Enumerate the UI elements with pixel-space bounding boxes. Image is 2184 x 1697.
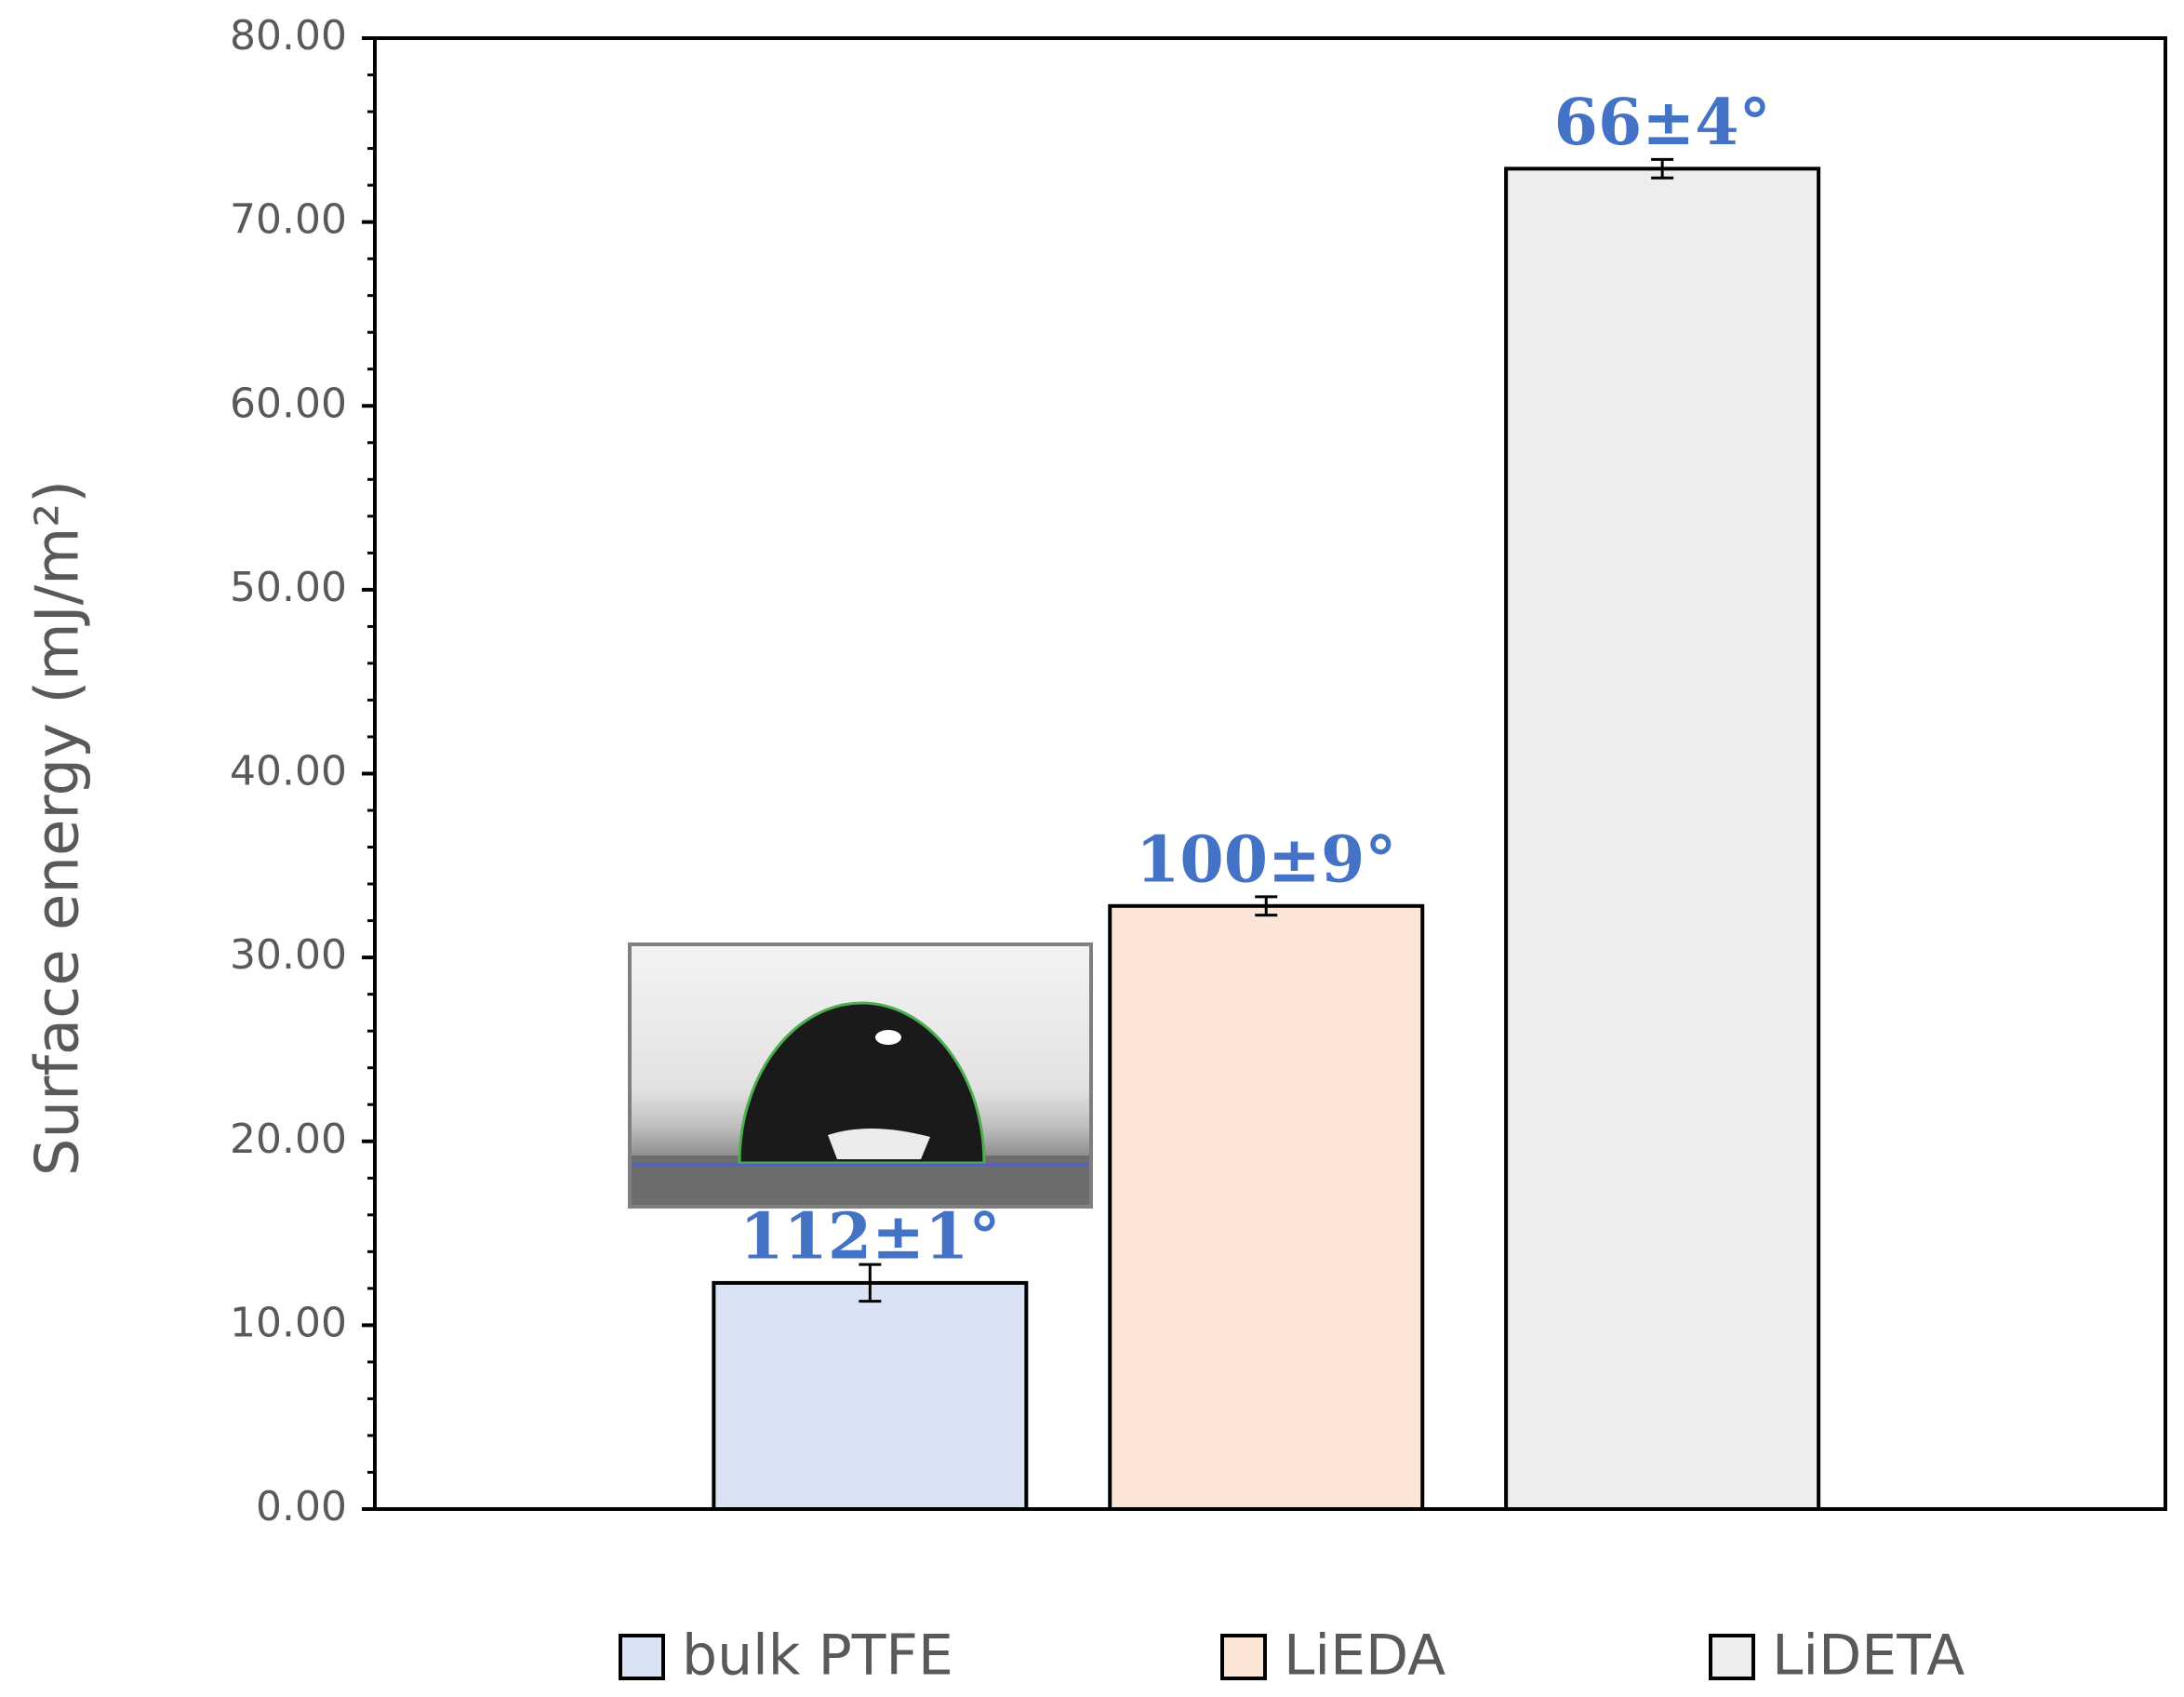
error-bar	[1255, 895, 1278, 917]
y-tick-label: 60.00	[230, 380, 347, 427]
legend-swatch	[1709, 1634, 1755, 1680]
y-tick-label: 40.00	[230, 748, 347, 795]
bar	[1108, 903, 1425, 1511]
bar	[712, 1280, 1029, 1512]
legend-label: LiDETA	[1772, 1624, 1964, 1689]
y-tick-label: 0.00	[256, 1483, 347, 1530]
legend-swatch	[619, 1634, 665, 1680]
bar	[1504, 167, 1821, 1512]
inset-image	[628, 942, 1093, 1209]
legend-swatch	[1220, 1634, 1267, 1680]
y-tick-label: 70.00	[230, 196, 347, 244]
y-tick-label: 50.00	[230, 564, 347, 611]
legend-label: LiEDA	[1284, 1624, 1445, 1689]
legend-label: bulk PTFE	[682, 1624, 953, 1689]
y-axis-label: Surface energy (mJ/m²)	[24, 480, 93, 1176]
annotation: 66±4°	[1554, 86, 1771, 160]
y-tick-label: 80.00	[230, 12, 347, 60]
y-tick-label: 30.00	[230, 931, 347, 979]
y-tick-label: 20.00	[230, 1116, 347, 1163]
annotation: 100±9°	[1136, 822, 1396, 897]
y-tick-label: 10.00	[230, 1299, 347, 1346]
annotation: 112±1°	[739, 1199, 1000, 1274]
error-bar	[1651, 157, 1674, 180]
error-bar	[859, 1263, 882, 1303]
